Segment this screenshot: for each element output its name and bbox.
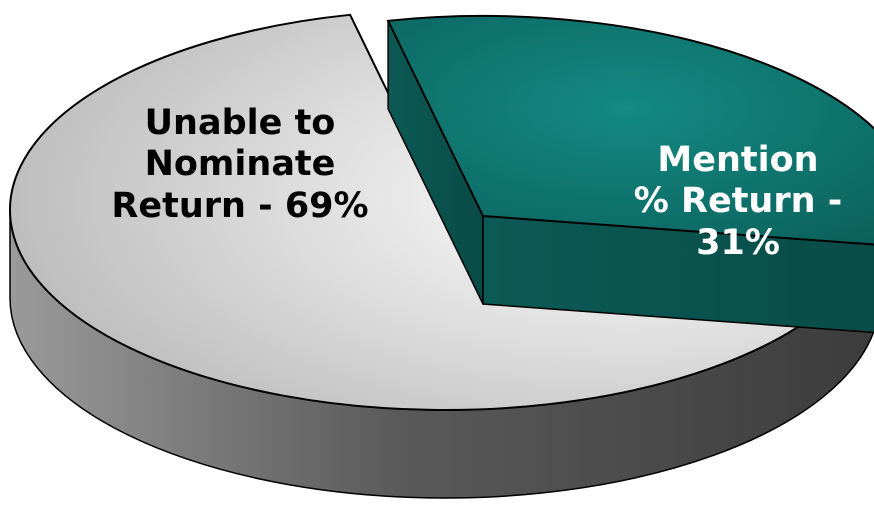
slice-label-mention: Mention % Return - 31% bbox=[603, 140, 873, 264]
slice-label-line: % Return - bbox=[633, 181, 843, 222]
slice-label-line: 31% bbox=[696, 222, 780, 263]
slice-label-unable: Unable to Nominate Return - 69% bbox=[90, 103, 390, 227]
slice-label-line: Unable to bbox=[144, 103, 336, 143]
slice-label-line: Return - 69% bbox=[111, 185, 369, 226]
slice-label-line: Mention bbox=[657, 140, 819, 180]
pie-slice-top bbox=[386, 15, 874, 246]
slice-label-line: Nominate bbox=[144, 144, 336, 185]
